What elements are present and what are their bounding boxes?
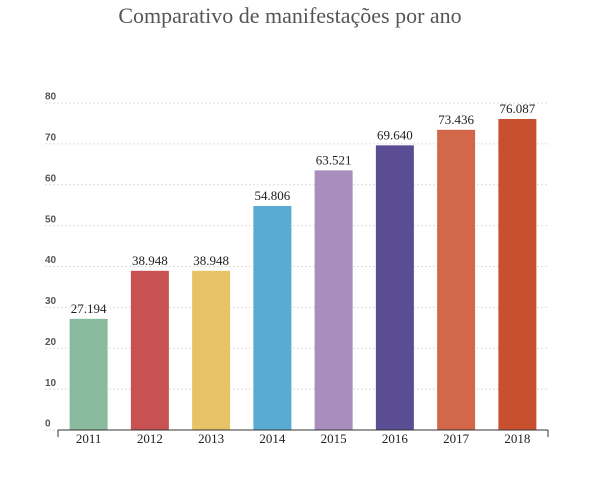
bar (253, 205, 292, 430)
y-tick-label: 20 (45, 337, 57, 348)
x-tick-label: 2018 (504, 431, 530, 446)
x-tick-label: 2013 (198, 431, 224, 446)
x-tick-label: 2012 (137, 431, 163, 446)
x-tick-label: 2011 (76, 431, 102, 446)
y-tick-label: 10 (45, 378, 57, 389)
value-label: 27.194 (71, 301, 107, 316)
y-tick-label: 40 (45, 255, 57, 266)
y-tick-label: 0 (45, 419, 51, 430)
value-label: 38.948 (193, 253, 229, 268)
value-label: 73.436 (438, 112, 474, 127)
bar (498, 118, 537, 430)
y-tick-label: 80 (45, 92, 57, 103)
chart-title: Comparativo de manifestações por ano (118, 3, 461, 28)
x-tick-label: 2016 (382, 431, 409, 446)
y-tick-label: 70 (45, 133, 57, 144)
y-tick-label: 30 (45, 296, 57, 307)
y-tick-label: 50 (45, 214, 57, 225)
bar (130, 270, 169, 430)
value-label: 38.948 (132, 253, 168, 268)
value-label: 54.806 (255, 188, 291, 203)
x-tick-label: 2017 (443, 431, 470, 446)
value-label: 69.640 (377, 127, 413, 142)
x-tick-label: 2015 (321, 431, 347, 446)
bar (375, 145, 414, 430)
x-tick-label: 2014 (259, 431, 286, 446)
bar (314, 170, 353, 430)
bar (69, 318, 108, 430)
value-label: 76.087 (500, 101, 536, 116)
bar (192, 270, 231, 430)
bar (437, 129, 476, 430)
y-tick-label: 60 (45, 173, 57, 184)
value-label: 63.521 (316, 152, 352, 167)
